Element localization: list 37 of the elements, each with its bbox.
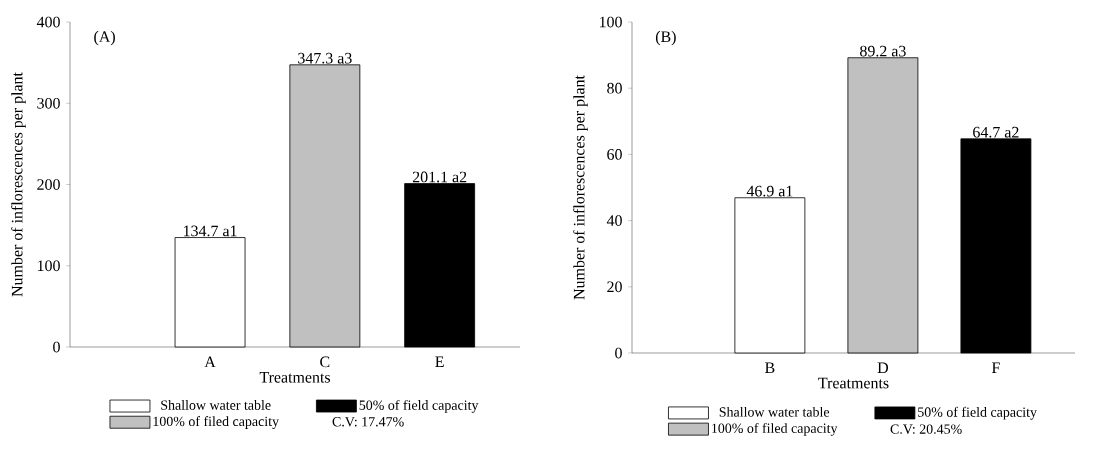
legend-label: Shallow water table <box>161 399 271 410</box>
x-tick-label: C <box>320 356 330 368</box>
y-axis-title: Number of inflorescences per plant <box>11 72 26 297</box>
legend-label: Shallow water table <box>719 406 830 417</box>
x-tick-label: D <box>877 362 889 373</box>
x-tick-label: A <box>204 356 216 368</box>
text: (B) <box>655 30 676 46</box>
data-label: 46.9 a1 <box>746 185 793 197</box>
y-tick-label: 400 <box>36 16 60 28</box>
data-label: 134.7 a1 <box>184 225 237 237</box>
text: C.V: 20.45% <box>890 424 962 434</box>
y-tick-label: 60 <box>607 149 622 160</box>
y-tick-label: 0 <box>53 341 60 353</box>
y-axis-title: Number of inflorescences per plant <box>573 75 588 300</box>
data-label: 89.2 a3 <box>860 45 906 57</box>
data-label: 347.3 a3 <box>298 52 352 64</box>
x-tick-label: F <box>991 362 1000 373</box>
legend-label: 50% of field capacity <box>359 399 479 413</box>
y-tick-label: 80 <box>607 82 622 94</box>
y-tick-label: 0 <box>615 347 622 359</box>
y-tick-label: 300 <box>37 97 60 109</box>
text: (A) <box>94 30 115 46</box>
y-tick-label: 40 <box>606 215 622 226</box>
x-axis-title: Treatments <box>259 372 331 383</box>
data-label: 64.7 a2 <box>973 126 1019 138</box>
legend-label: 50% of field capacity <box>918 406 1037 420</box>
legend-label: 100% of filed capacity <box>712 423 838 436</box>
y-tick-label: 100 <box>599 16 622 28</box>
y-tick-label: 200 <box>37 179 60 190</box>
x-axis-title: Treatments <box>818 377 889 389</box>
text: C.V: 17.47% <box>332 417 404 427</box>
legend-label: 100% of filed capacity <box>153 416 279 429</box>
data-label: 201.1 a2 <box>412 171 467 183</box>
x-tick-label: B <box>765 362 775 373</box>
x-tick-label: E <box>435 356 444 367</box>
y-tick-label: 20 <box>607 281 622 293</box>
y-tick-label: 100 <box>37 260 60 272</box>
